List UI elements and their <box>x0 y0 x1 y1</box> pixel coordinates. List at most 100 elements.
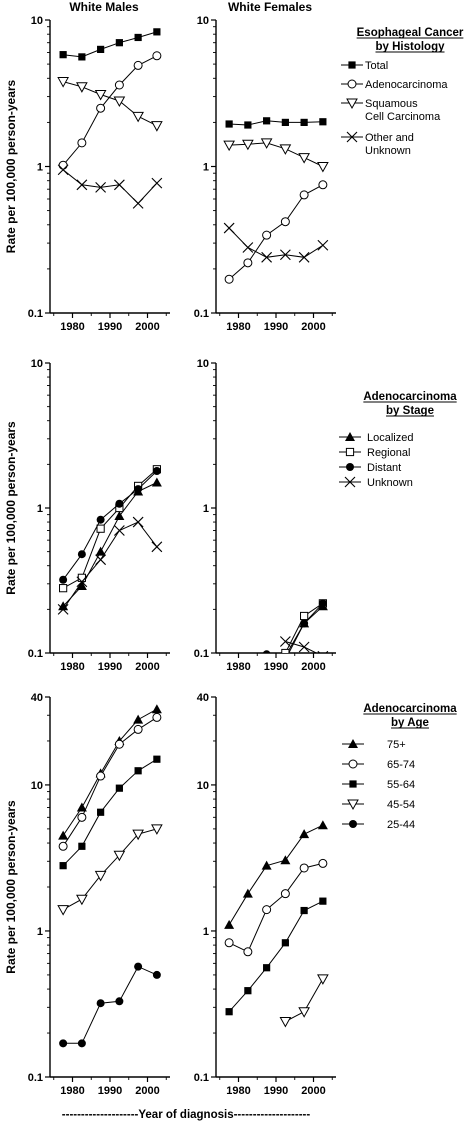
series-line <box>62 470 158 581</box>
legend-entry-65-74: 65-74 <box>342 759 415 771</box>
series-line <box>228 862 324 953</box>
data-point <box>224 919 235 929</box>
x-tick-label: 1990 <box>98 1085 122 1097</box>
series-regional <box>59 465 161 593</box>
data-point <box>59 584 68 593</box>
series-line <box>228 824 324 926</box>
data-point <box>97 45 105 53</box>
data-point <box>59 862 67 870</box>
x-tick-label: 1980 <box>226 1085 250 1097</box>
x-tick-label: 1980 <box>60 661 84 673</box>
data-point <box>262 650 271 653</box>
x-tick-label: 1980 <box>60 1085 84 1097</box>
legend-entry-regional: Regional <box>339 447 410 459</box>
series-75 <box>224 820 328 929</box>
series-total <box>59 28 161 61</box>
series-other-and-unknown <box>57 164 163 209</box>
legend-marker <box>348 739 358 748</box>
legend-label: Unknown <box>365 145 411 157</box>
series-localized <box>58 477 162 611</box>
legend-marker <box>345 447 355 457</box>
series-line <box>63 31 158 58</box>
y-tick-label: 1 <box>37 503 43 515</box>
y-tick-label: 1 <box>203 162 209 174</box>
panel-6: 0.1 1 10 40 1980 1990 2000 <box>194 692 336 1097</box>
series-45-54 <box>279 974 329 1028</box>
legend-title: by Age <box>391 717 429 729</box>
x-tick-label: 1990 <box>264 661 288 673</box>
y-tick-label: 10 <box>197 780 209 792</box>
data-point <box>134 485 143 494</box>
data-point <box>242 139 254 151</box>
data-point <box>280 855 291 865</box>
data-point <box>263 964 271 972</box>
data-point <box>133 714 144 724</box>
legend-label: Distant <box>367 462 401 474</box>
y-tick-label: 10 <box>31 15 43 27</box>
legend-3: Adenocarcinoma by Age 75+ 65-74 55-64 45-54 25… <box>342 703 457 831</box>
data-point <box>94 870 107 882</box>
legend-marker <box>348 759 358 769</box>
series-distant <box>262 599 327 653</box>
data-point <box>225 1008 233 1016</box>
data-point <box>94 90 107 101</box>
series-line <box>62 81 158 127</box>
x-tick-label: 1980 <box>226 321 250 333</box>
data-point <box>151 541 163 553</box>
legend-marker <box>347 799 359 811</box>
data-point <box>115 997 124 1006</box>
series-other-and-unknown <box>223 222 329 263</box>
series-adenocarcinoma <box>58 51 162 170</box>
panels: 0.1 1 10 1980 1990 2000 Rate per 100,000 perso… <box>4 15 336 1097</box>
data-point <box>262 905 272 915</box>
data-point <box>300 611 309 621</box>
data-point <box>280 217 290 227</box>
data-point <box>153 28 161 36</box>
legend-label: Cell Carcinoma <box>365 111 441 123</box>
x-tick-label: 2000 <box>135 1085 159 1097</box>
legend-1: Esophageal Cancer by Histology Total Adenoc… <box>341 27 464 157</box>
data-point <box>279 1016 292 1028</box>
data-point <box>319 118 327 126</box>
data-point <box>134 33 142 42</box>
legend-label: Regional <box>367 447 410 459</box>
legend-label: Adenocarcinoma <box>365 79 448 91</box>
data-point <box>114 511 125 521</box>
data-point <box>281 118 289 126</box>
data-point <box>113 96 126 108</box>
series-65-74 <box>224 858 328 957</box>
legend-label: Other and <box>365 132 414 144</box>
x-tick-label: 2000 <box>301 321 325 333</box>
series-line <box>286 605 324 653</box>
data-point <box>151 477 162 487</box>
series-line <box>228 900 324 1013</box>
data-point <box>224 274 234 284</box>
legend-title: Adenocarcinoma <box>363 703 457 715</box>
legend-entry-adenocarcinoma: Adenocarcinoma <box>341 79 448 91</box>
data-point <box>279 144 292 155</box>
data-point <box>153 755 161 763</box>
series-unknown <box>57 516 163 615</box>
x-tick-label: 2000 <box>301 661 325 673</box>
series-squamous-cell-carcinoma <box>57 77 163 132</box>
series-25-44 <box>59 962 161 1048</box>
y-tick-label: 0.1 <box>194 648 209 660</box>
data-point <box>134 962 143 971</box>
data-point <box>115 39 123 47</box>
data-point <box>132 111 144 123</box>
data-point <box>77 812 87 822</box>
legend-entry-75: 75+ <box>342 739 406 751</box>
data-point <box>318 599 327 608</box>
data-point <box>58 841 68 851</box>
data-point <box>77 1039 86 1048</box>
y-tick-label: 10 <box>31 780 43 792</box>
data-point <box>132 829 144 841</box>
data-point <box>152 712 162 722</box>
x-tick-label: 1980 <box>60 321 84 333</box>
series-line <box>63 965 158 1044</box>
data-point <box>58 601 69 611</box>
y-tick-label: 10 <box>31 358 43 370</box>
